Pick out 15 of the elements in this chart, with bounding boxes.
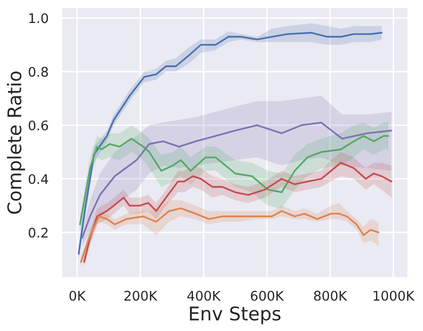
y-tick-label: 1.0	[29, 13, 48, 24]
x-tick-label: 1000K	[374, 290, 415, 301]
y-tick-label: 0.2	[28, 228, 48, 238]
x-tick-label: 600K	[250, 290, 284, 301]
line-series	[79, 135, 390, 226]
y-tick-label: 0.6	[28, 120, 48, 130]
x-tick-label: 0K	[69, 290, 86, 301]
x-axis-title: Env Steps	[190, 306, 280, 324]
x-tick-label: 200K	[124, 290, 158, 301]
line-series	[80, 208, 380, 263]
y-tick-label: 0.8	[28, 66, 48, 77]
x-tick-label: 400K	[187, 290, 221, 301]
y-axis-title: Complete Ratio	[6, 71, 26, 214]
x-tick-label: 800K	[314, 290, 348, 301]
y-tick-label: 0.4	[28, 174, 48, 184]
